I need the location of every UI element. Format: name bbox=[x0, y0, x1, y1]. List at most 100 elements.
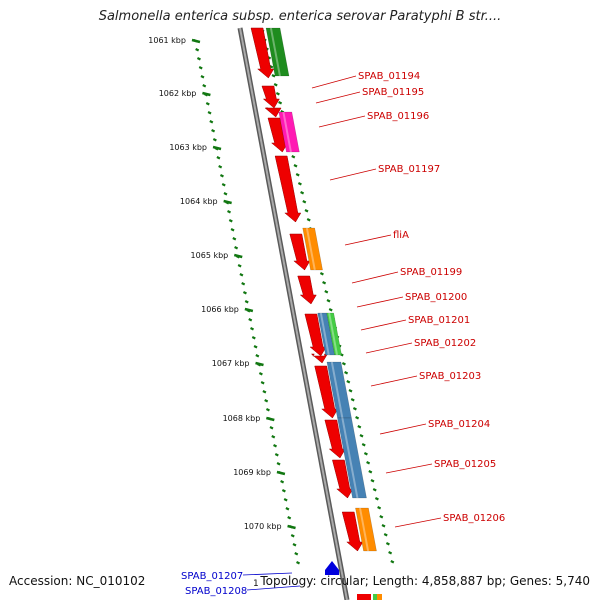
gene-leader-line-blue bbox=[242, 572, 293, 576]
ruler-tick bbox=[202, 84, 207, 88]
gene-leader-line bbox=[351, 271, 399, 284]
gene-label: SPAB_01195 bbox=[362, 87, 424, 98]
ruler-tick bbox=[290, 534, 295, 538]
gene-leader-line bbox=[370, 375, 418, 387]
cds-arrow bbox=[261, 85, 280, 109]
kbp-major-tick bbox=[223, 199, 232, 205]
kbp-label: 1065 kbp bbox=[191, 251, 229, 260]
feature-green bbox=[265, 27, 290, 77]
inner-ruler-tick bbox=[385, 542, 390, 546]
feature-blue-shine bbox=[330, 361, 344, 419]
ruler-tick bbox=[211, 129, 216, 133]
ruler-tick bbox=[219, 174, 224, 178]
inner-ruler-tick bbox=[293, 164, 298, 168]
inner-ruler-tick bbox=[278, 101, 283, 105]
gene-leader-line bbox=[311, 75, 357, 89]
inner-ruler-tick bbox=[346, 380, 351, 384]
ruler-tick bbox=[200, 75, 205, 79]
ruler-tick bbox=[239, 273, 244, 277]
inner-ruler-tick bbox=[383, 533, 388, 537]
inner-ruler-tick bbox=[348, 389, 353, 393]
ruler-tick bbox=[196, 57, 201, 61]
ruler-tick bbox=[195, 48, 200, 52]
inner-ruler-tick bbox=[271, 74, 276, 78]
gene-leader-line bbox=[365, 342, 413, 354]
gene-leader-line bbox=[318, 115, 366, 128]
ruler-tick bbox=[223, 192, 228, 196]
kbp-label: 1062 kbp bbox=[159, 89, 197, 98]
inner-ruler-tick bbox=[390, 560, 395, 564]
origin-marker-shape bbox=[325, 561, 339, 575]
ruler-tick bbox=[265, 408, 270, 412]
ruler-tick bbox=[262, 390, 267, 394]
feature-orange bbox=[355, 507, 377, 552]
kbp-label: 1066 kbp bbox=[201, 305, 239, 314]
cds-fragment bbox=[357, 594, 371, 600]
inner-ruler-tick bbox=[326, 299, 331, 303]
feature-light-green bbox=[326, 312, 342, 356]
gene-label: SPAB_01199 bbox=[400, 267, 462, 278]
ruler-tick bbox=[283, 498, 288, 502]
genome-backbone-highlight bbox=[239, 27, 348, 600]
feature-fragment bbox=[373, 594, 377, 600]
ruler-tick bbox=[287, 516, 292, 520]
ruler-tick bbox=[294, 552, 299, 556]
ruler-tick bbox=[264, 399, 269, 403]
gene-label: SPAB_01201 bbox=[408, 315, 470, 326]
ruler-tick bbox=[207, 111, 212, 115]
inner-ruler-tick bbox=[388, 551, 393, 555]
kbp-label: 1063 kbp bbox=[169, 143, 207, 152]
kbp-major-tick bbox=[212, 145, 222, 151]
ruler-tick bbox=[205, 102, 210, 106]
gene-label-blue: SPAB_01207 bbox=[181, 571, 243, 582]
feature-magenta-shine bbox=[282, 111, 292, 153]
ruler-tick bbox=[273, 444, 278, 448]
inner-ruler-tick bbox=[377, 506, 382, 510]
ruler-tick bbox=[250, 327, 255, 331]
map-title: Salmonella enterica subsp. enterica sero… bbox=[98, 9, 502, 24]
kbp-label: 1070 kbp bbox=[244, 522, 282, 531]
accession-text: Accession: NC_010102 bbox=[9, 574, 146, 588]
inner-ruler-tick bbox=[344, 371, 349, 375]
gene-label: SPAB_01204 bbox=[428, 419, 490, 430]
gene-label: SPAB_01200 bbox=[405, 292, 467, 303]
ruler-tick bbox=[230, 228, 235, 232]
inner-ruler-tick bbox=[304, 209, 309, 213]
kbp-label: 1064 kbp bbox=[180, 197, 218, 206]
ruler-tick bbox=[251, 336, 256, 340]
feature-blue bbox=[337, 417, 367, 499]
kbp-major-tick bbox=[202, 91, 211, 97]
ruler-tick bbox=[228, 219, 233, 223]
feature-fragment bbox=[377, 594, 382, 600]
ruler-tick bbox=[271, 435, 276, 439]
inner-ruler-tick bbox=[273, 83, 278, 87]
ruler-tick bbox=[216, 156, 221, 160]
inner-ruler-tick bbox=[359, 434, 364, 438]
inner-ruler-tick bbox=[302, 200, 307, 204]
ruler-tick bbox=[244, 300, 249, 304]
kbp-major-tick bbox=[191, 38, 201, 44]
ruler-tick bbox=[296, 561, 301, 565]
ruler-tick bbox=[234, 246, 239, 250]
inner-ruler-tick bbox=[357, 425, 362, 429]
ruler-tick bbox=[274, 453, 279, 457]
kbp-label: 1061 kbp bbox=[148, 36, 186, 45]
inner-ruler-tick bbox=[306, 218, 311, 222]
inner-ruler-tick bbox=[324, 290, 329, 294]
ruler-tick bbox=[292, 543, 297, 547]
inner-ruler-tick bbox=[363, 452, 368, 456]
inner-ruler-tick bbox=[352, 407, 357, 411]
cds-arrow bbox=[274, 155, 302, 223]
ruler-tick bbox=[212, 138, 217, 142]
ruler-tick bbox=[281, 489, 286, 493]
inner-ruler-tick bbox=[372, 488, 377, 492]
gene-leader-line bbox=[379, 423, 427, 435]
kbp-major-tick bbox=[276, 470, 286, 476]
cds-arrow bbox=[304, 313, 327, 357]
ruler-tick bbox=[227, 210, 232, 214]
inner-ruler-tick bbox=[295, 173, 300, 177]
feature-light-green-shine bbox=[328, 312, 339, 356]
feature-magenta bbox=[278, 111, 300, 153]
feature-blue-shine bbox=[319, 312, 330, 356]
